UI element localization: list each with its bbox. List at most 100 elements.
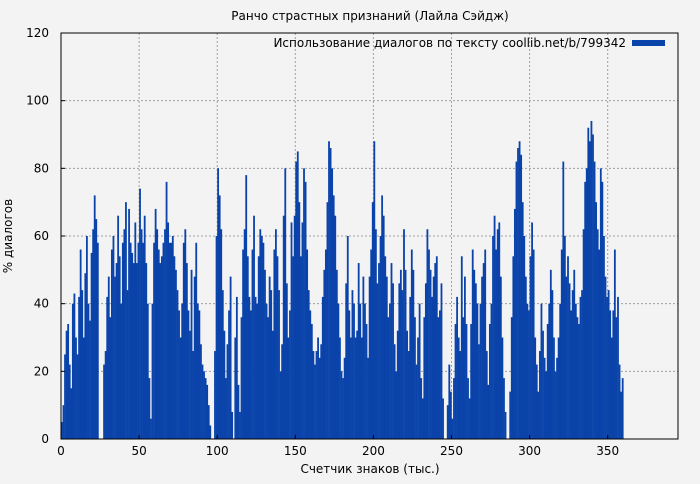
bar xyxy=(285,283,288,439)
bar xyxy=(118,256,121,439)
bar xyxy=(470,323,473,439)
bar xyxy=(121,242,124,439)
bar xyxy=(240,317,243,439)
bar xyxy=(432,276,435,439)
bar xyxy=(520,154,523,440)
bar xyxy=(418,303,421,439)
bar xyxy=(182,242,185,439)
bar xyxy=(515,161,518,439)
bar xyxy=(549,269,552,439)
y-tick-label: 120 xyxy=(26,26,49,40)
bar xyxy=(540,303,543,439)
bar xyxy=(314,364,316,439)
bar xyxy=(613,249,616,439)
bar xyxy=(332,195,335,439)
bar xyxy=(545,371,548,439)
bar xyxy=(139,188,141,439)
bar xyxy=(323,269,326,439)
bar xyxy=(167,222,170,439)
bar xyxy=(581,290,583,439)
y-tick-label: 0 xyxy=(41,432,49,446)
bar xyxy=(309,310,312,439)
bar xyxy=(223,330,226,439)
bar xyxy=(204,378,207,439)
bar xyxy=(298,202,301,439)
bar xyxy=(246,256,249,439)
bar xyxy=(303,168,305,439)
bar xyxy=(346,236,349,439)
bar xyxy=(462,317,465,439)
x-tick-label: 50 xyxy=(131,444,146,458)
bar xyxy=(464,276,466,439)
bar xyxy=(221,290,224,439)
bar xyxy=(104,351,107,439)
bar xyxy=(150,418,152,439)
bar xyxy=(220,229,223,439)
bar xyxy=(87,303,90,439)
bar xyxy=(107,276,110,439)
bar xyxy=(578,323,580,439)
bar xyxy=(157,249,160,439)
bar xyxy=(563,236,566,439)
bar xyxy=(110,249,113,439)
bar xyxy=(376,283,379,439)
bar xyxy=(473,269,476,439)
bar xyxy=(290,222,293,439)
bar xyxy=(524,276,527,439)
bar xyxy=(409,296,412,439)
bar xyxy=(287,337,290,439)
bar xyxy=(439,310,441,439)
bar xyxy=(176,290,179,439)
bar xyxy=(307,290,310,439)
bar xyxy=(510,317,513,439)
bar xyxy=(371,202,374,439)
bar xyxy=(401,290,404,439)
bar xyxy=(142,242,145,439)
bar xyxy=(434,263,437,439)
bar xyxy=(437,317,440,439)
bar xyxy=(421,398,424,439)
bar xyxy=(399,269,402,439)
bar xyxy=(195,242,198,439)
bar xyxy=(381,195,384,439)
bar xyxy=(389,303,391,439)
bar xyxy=(537,391,540,439)
bar xyxy=(256,303,259,439)
bar xyxy=(423,317,426,439)
bar xyxy=(71,303,74,439)
bar xyxy=(253,215,255,439)
bar xyxy=(151,303,154,439)
y-tick-label: 80 xyxy=(34,161,49,175)
bar xyxy=(556,357,558,439)
bar xyxy=(440,283,443,439)
bar xyxy=(362,276,365,439)
legend-swatch xyxy=(632,40,665,46)
bar xyxy=(454,323,457,439)
bar xyxy=(484,249,487,439)
bar xyxy=(478,344,480,439)
bar xyxy=(260,236,263,439)
bar xyxy=(317,337,319,439)
x-tick-label: 0 xyxy=(57,444,65,458)
x-tick-label: 300 xyxy=(518,444,541,458)
bar xyxy=(103,364,105,439)
bar xyxy=(145,263,148,439)
bar xyxy=(435,256,438,439)
bar xyxy=(207,405,210,439)
bar xyxy=(412,269,415,439)
bar xyxy=(268,276,271,439)
bar xyxy=(96,242,99,439)
bar xyxy=(560,249,563,439)
bar xyxy=(164,229,166,439)
bar xyxy=(117,215,120,439)
bar xyxy=(264,269,266,439)
bar xyxy=(348,310,351,439)
bar xyxy=(132,263,135,439)
x-tick-label: 350 xyxy=(596,444,619,458)
x-tick-label: 100 xyxy=(206,444,229,458)
bar xyxy=(226,344,229,439)
bar xyxy=(406,330,409,439)
bar xyxy=(598,249,601,439)
bar xyxy=(153,242,155,439)
bar xyxy=(200,344,202,439)
